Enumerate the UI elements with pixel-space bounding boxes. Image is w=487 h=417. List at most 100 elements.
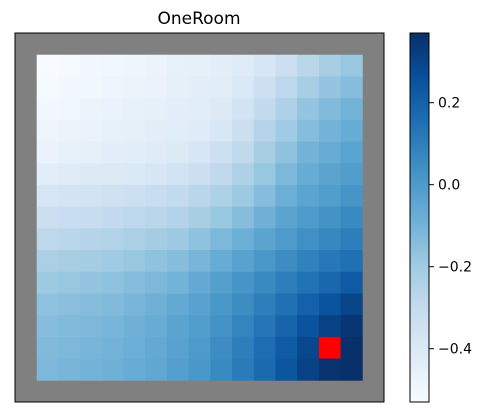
heatmap-cell: [210, 315, 232, 337]
heatmap-cell: [254, 98, 276, 120]
heatmap-cell: [232, 337, 254, 359]
heatmap-cell: [189, 337, 211, 359]
heatmap-cell: [37, 76, 59, 98]
heatmap-cell: [58, 76, 80, 98]
heatmap-cell: [167, 55, 189, 77]
heatmap-cell: [275, 272, 297, 294]
heatmap-cell: [167, 293, 189, 315]
heatmap-cell: [37, 185, 59, 207]
heatmap-cell: [167, 250, 189, 272]
heatmap-cell: [102, 207, 124, 229]
heatmap-cell: [145, 76, 167, 98]
heatmap-cell: [297, 337, 319, 359]
heatmap-cell: [254, 185, 276, 207]
heatmap-cell: [145, 55, 167, 77]
heatmap-cell: [167, 207, 189, 229]
heatmap-cell: [232, 120, 254, 142]
heatmap-cell: [297, 359, 319, 381]
heatmap-cell: [102, 293, 124, 315]
heatmap-cell: [254, 272, 276, 294]
goal-cell: [319, 337, 341, 359]
heatmap-cell: [145, 98, 167, 120]
heatmap-cell: [80, 293, 102, 315]
heatmap-cell: [37, 359, 59, 381]
heatmap-cell: [341, 98, 363, 120]
heatmap-cell: [319, 359, 341, 381]
heatmap-cell: [167, 142, 189, 164]
heatmap-cell: [58, 98, 80, 120]
heatmap-cell: [37, 120, 59, 142]
heatmap-cell: [80, 98, 102, 120]
heatmap-cell: [145, 315, 167, 337]
heatmap-cell: [102, 228, 124, 250]
heatmap-cell: [341, 120, 363, 142]
heatmap-cell: [58, 337, 80, 359]
heatmap-cell: [124, 142, 146, 164]
heatmap-cell: [124, 250, 146, 272]
heatmap-cell: [58, 142, 80, 164]
heatmap-cell: [189, 272, 211, 294]
heatmap-cell: [37, 293, 59, 315]
heatmap-cell: [319, 228, 341, 250]
heatmap-cell: [275, 207, 297, 229]
colorbar-ticks: 0.20.0−0.2−0.4: [429, 96, 472, 358]
heatmap-cell: [102, 185, 124, 207]
heatmap-cell: [254, 76, 276, 98]
heatmap-cell: [319, 293, 341, 315]
heatmap-cell: [210, 359, 232, 381]
heatmap-cell: [232, 359, 254, 381]
heatmap-cell: [167, 315, 189, 337]
heatmap-cell: [145, 359, 167, 381]
heatmap-cell: [102, 315, 124, 337]
heatmap-cell: [58, 293, 80, 315]
heatmap-cell: [124, 359, 146, 381]
heatmap-cell: [232, 315, 254, 337]
heatmap-cell: [124, 185, 146, 207]
heatmap-cell: [124, 272, 146, 294]
heatmap-cell: [275, 142, 297, 164]
heatmap-cell: [124, 228, 146, 250]
heatmap-cell: [275, 250, 297, 272]
heatmap-cell: [145, 228, 167, 250]
heatmap-cell: [80, 272, 102, 294]
heatmap-cell: [275, 55, 297, 77]
heatmap-cell: [167, 120, 189, 142]
heatmap-cell: [58, 272, 80, 294]
heatmap-cell: [189, 76, 211, 98]
heatmap-cell: [275, 293, 297, 315]
heatmap-cell: [167, 76, 189, 98]
heatmap-cell: [275, 163, 297, 185]
heatmap-cell: [210, 120, 232, 142]
heatmap-cell: [58, 207, 80, 229]
heatmap-cell: [297, 163, 319, 185]
heatmap-cell: [145, 293, 167, 315]
heatmap-cell: [189, 359, 211, 381]
heatmap-cell: [102, 250, 124, 272]
heatmap-cell: [167, 185, 189, 207]
heatmap-cell: [297, 76, 319, 98]
heatmap-cell: [58, 163, 80, 185]
heatmap-cell: [297, 98, 319, 120]
heatmap-cell: [80, 315, 102, 337]
heatmap-cell: [80, 337, 102, 359]
heatmap-cell: [319, 142, 341, 164]
heatmap-cell: [189, 163, 211, 185]
heatmap-cell: [145, 142, 167, 164]
heatmap-cell: [37, 272, 59, 294]
heatmap-cell: [210, 98, 232, 120]
heatmap-cell: [210, 337, 232, 359]
heatmap-cell: [341, 250, 363, 272]
heatmap-area: [15, 33, 384, 402]
heatmap-cell: [232, 207, 254, 229]
heatmap-cell: [319, 76, 341, 98]
heatmap-cell: [341, 293, 363, 315]
heatmap-cell: [80, 185, 102, 207]
heatmap-cell: [210, 250, 232, 272]
heatmap-cell: [297, 250, 319, 272]
heatmap-cell: [319, 250, 341, 272]
heatmap-cell: [80, 228, 102, 250]
heatmap-cell: [102, 120, 124, 142]
heatmap-cell: [124, 293, 146, 315]
heatmap-cell: [37, 207, 59, 229]
colorbar-tick-label: −0.2: [438, 260, 472, 276]
